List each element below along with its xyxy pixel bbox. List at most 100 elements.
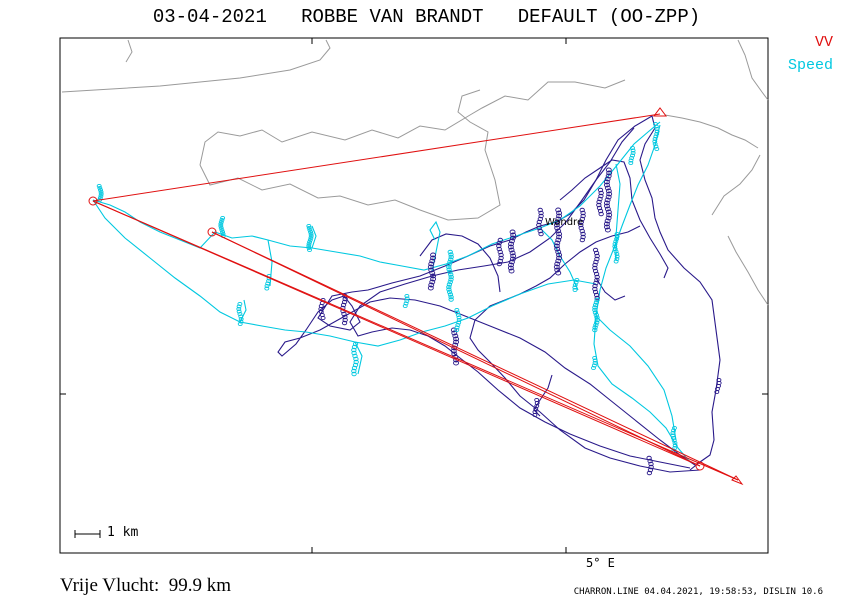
thermal-loop — [555, 228, 562, 234]
thermal-loop — [554, 261, 561, 267]
thermal-circles-speed — [96, 121, 678, 453]
thermal-loop — [604, 218, 611, 224]
thermal-loop — [403, 301, 409, 306]
thermal-loop — [265, 281, 271, 286]
thermal-loop — [447, 259, 453, 265]
thermal-loop — [653, 134, 659, 139]
thermal-loop — [629, 155, 635, 161]
thermal-loop — [556, 252, 563, 258]
thermal-loop — [553, 243, 560, 249]
thermal-loop — [508, 259, 515, 265]
thermal-loop — [598, 190, 604, 196]
thermal-loop — [654, 146, 660, 152]
thermal-loop — [308, 231, 314, 237]
thermal-loop — [447, 292, 454, 297]
thermal-loop — [508, 247, 515, 253]
thermal-loop — [455, 312, 461, 318]
thermal-loop — [554, 219, 561, 225]
thermal-loop — [98, 191, 104, 197]
thermal-loop — [591, 363, 597, 368]
thermal-loop — [538, 210, 544, 216]
turnpoint-ne-marker — [653, 107, 667, 117]
thermal-loop — [453, 339, 460, 345]
thermal-loop — [446, 267, 452, 272]
thermal-loop — [508, 268, 515, 274]
thermal-loop — [714, 389, 720, 395]
thermal-loop — [220, 231, 226, 237]
thermal-loop — [429, 258, 436, 264]
thermal-loop — [236, 304, 242, 309]
turnpoint-start — [88, 196, 98, 206]
thermal-loop — [430, 252, 437, 258]
thermal-loop — [593, 300, 600, 305]
thermal-loop — [427, 264, 434, 270]
thermal-loop — [594, 253, 600, 259]
thermal-loop — [454, 327, 460, 333]
thermal-loop — [306, 241, 312, 247]
thermal-loop — [510, 232, 517, 238]
thermal-loop — [648, 464, 654, 470]
thermal-loop — [340, 302, 347, 308]
thermal-loop — [670, 430, 676, 436]
thermal-loop — [219, 227, 225, 233]
thermal-loop — [446, 287, 452, 292]
thermal-loop — [266, 278, 272, 284]
thermal-loop — [448, 297, 454, 302]
thermal-loop — [592, 327, 598, 333]
thermal-loop — [453, 336, 460, 342]
thermal-loop — [97, 185, 103, 191]
thermal-loop — [342, 314, 348, 320]
free-flight-distance: Vrije Vlucht: 99.9 km — [60, 575, 232, 596]
thermal-loop — [592, 310, 599, 315]
thermal-loop — [578, 222, 584, 228]
longitude-label: 5° E — [586, 556, 615, 570]
thermal-loop — [672, 440, 678, 446]
thermal-loop — [446, 289, 453, 295]
thermal-loop — [596, 202, 602, 208]
thermal-loop — [351, 371, 357, 377]
thermal-loop — [238, 314, 244, 319]
thermal-loop — [508, 262, 514, 268]
thermal-loop — [430, 255, 437, 261]
thermal-loop — [342, 296, 348, 302]
thermal-loop — [306, 223, 312, 229]
thermal-loop — [509, 250, 516, 256]
thermal-loop — [446, 282, 453, 287]
thermal-loop — [612, 241, 618, 247]
thermal-loop — [605, 215, 612, 221]
thermal-loop — [496, 261, 502, 267]
thermal-loop — [532, 412, 538, 418]
thermal-loop — [604, 206, 611, 212]
thermal-loop — [496, 243, 502, 249]
thermal-loop — [555, 270, 562, 276]
thermal-loop — [496, 240, 502, 246]
thermal-loop — [342, 317, 348, 323]
thermal-loop — [351, 365, 358, 371]
thermal-loop — [653, 144, 659, 149]
thermal-loop — [592, 325, 598, 330]
thermal-loop — [670, 435, 676, 441]
thermal-loop — [597, 208, 604, 214]
thermal-loop — [555, 216, 562, 222]
legend-speed: Speed — [787, 57, 833, 74]
thermal-loop — [453, 360, 459, 366]
thermal-loop — [98, 193, 104, 199]
thermal-loop — [448, 277, 454, 282]
thermal-loop — [238, 319, 244, 324]
thermal-loop — [593, 250, 600, 256]
thermal-loop — [628, 158, 634, 163]
thermal-loop — [603, 179, 610, 185]
thermal-loop — [448, 252, 454, 257]
thermal-loop — [670, 433, 676, 438]
thermal-loop — [264, 286, 270, 291]
thermal-loop — [654, 126, 660, 132]
thermal-loop — [592, 307, 598, 313]
thermal-loop — [219, 217, 225, 223]
thermal-loop — [612, 244, 618, 249]
thermal-loop — [509, 235, 516, 241]
thermal-loop — [630, 150, 636, 156]
thermal-loop — [452, 333, 459, 339]
thermal-loop — [320, 315, 326, 321]
thermal-loop — [592, 302, 599, 308]
speed-track — [92, 121, 691, 463]
